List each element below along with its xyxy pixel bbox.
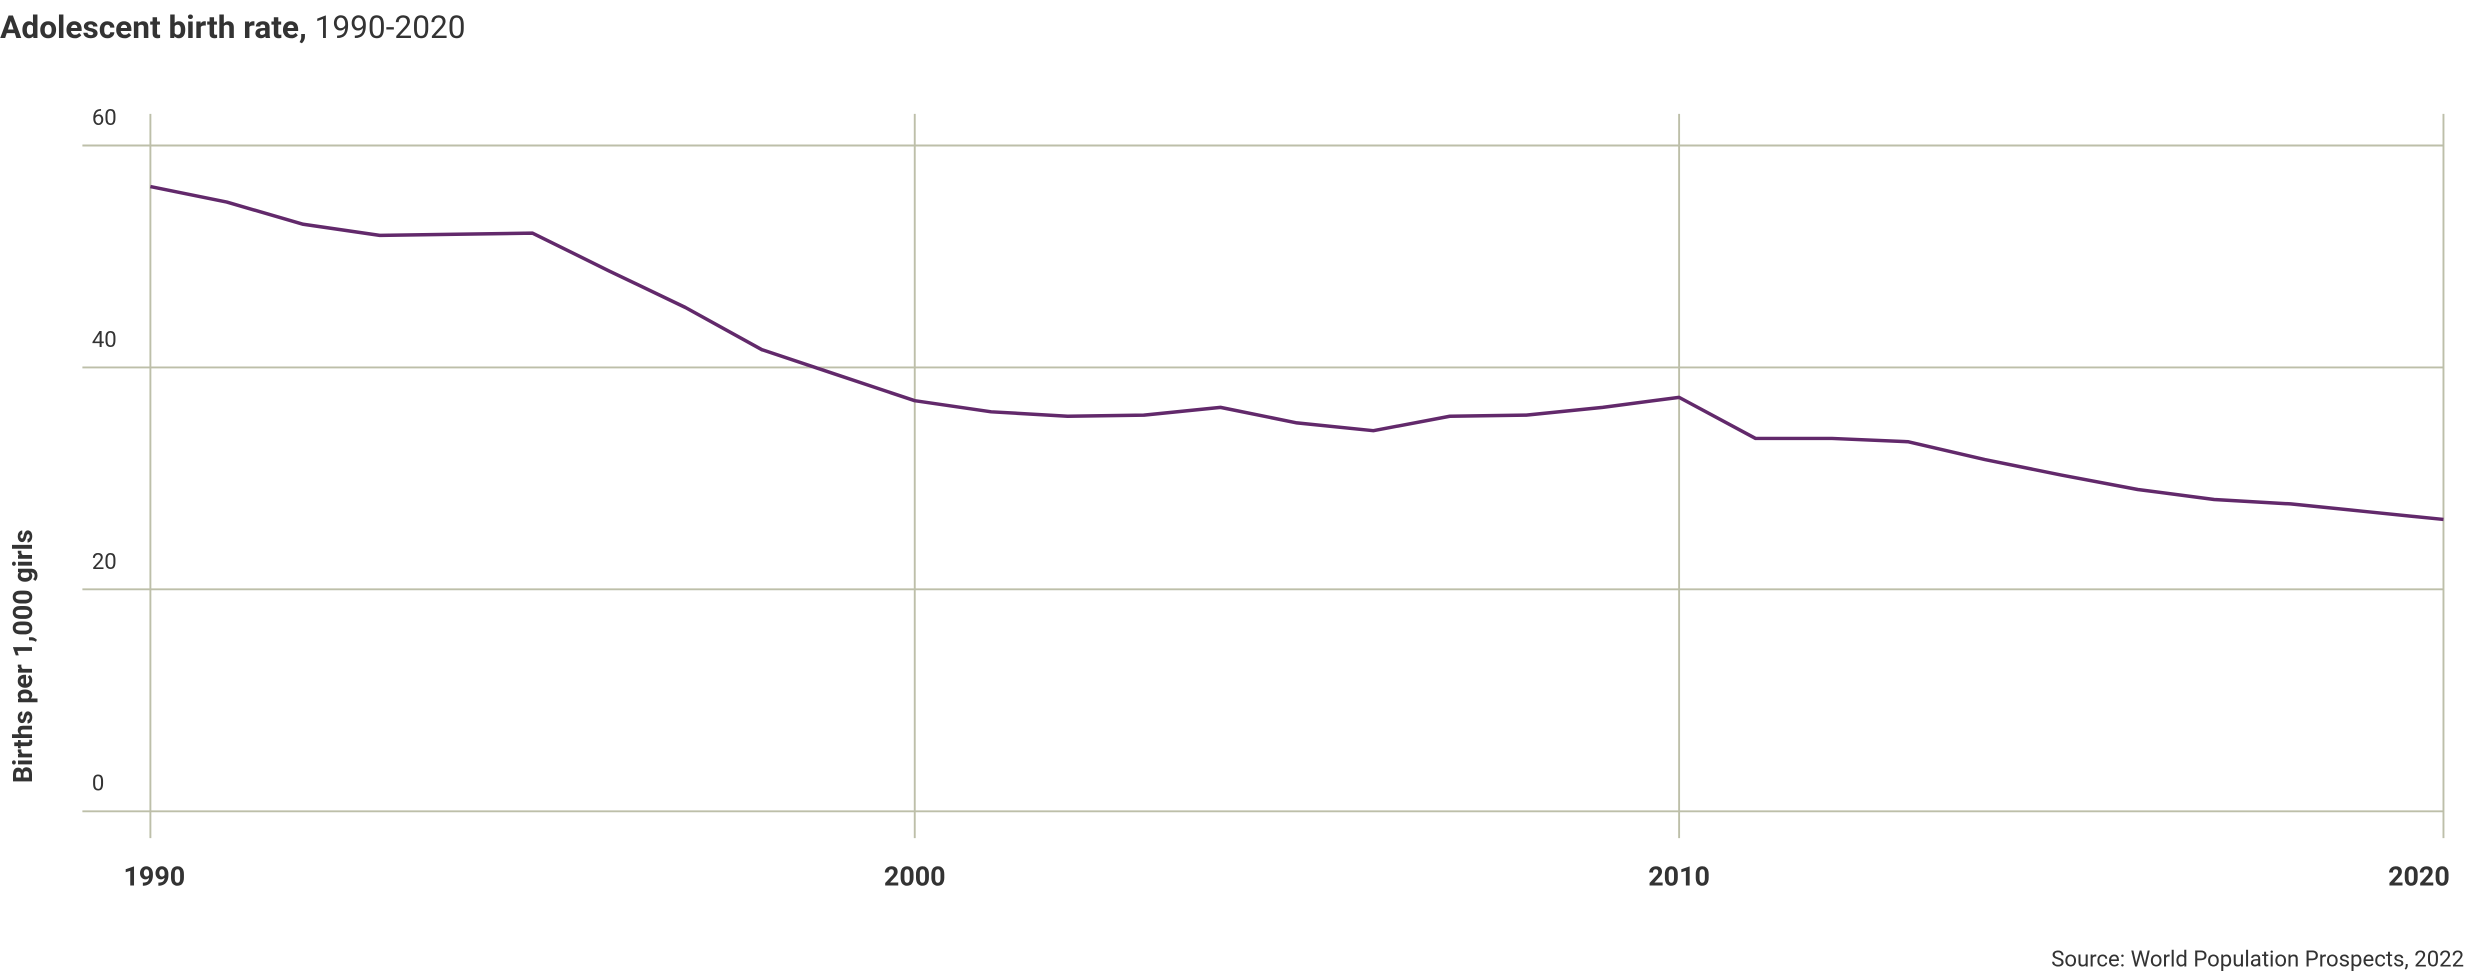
x-tick-label: 2020 — [2388, 861, 2450, 893]
x-tick-label: 1990 — [124, 861, 186, 893]
y-tick-label: 20 — [92, 549, 117, 575]
x-tick-label: 2000 — [884, 861, 946, 893]
line — [150, 184, 2444, 522]
subtitle: 1990-2020 — [315, 9, 466, 46]
source: Source: World Population Prospects, 2022 — [2051, 946, 2464, 971]
y-tick-label: 0 — [92, 771, 104, 797]
y-tick-label: 40 — [92, 327, 117, 353]
chart-title: Adolescent birth rate, 1990-2020 — [0, 9, 465, 46]
title: Adolescent birth rate, — [0, 9, 307, 46]
x-tick-label: 2010 — [1648, 861, 1710, 893]
y-axis-label: Births per 1,000 girls — [7, 529, 39, 783]
y-tick-label: 60 — [92, 105, 117, 131]
